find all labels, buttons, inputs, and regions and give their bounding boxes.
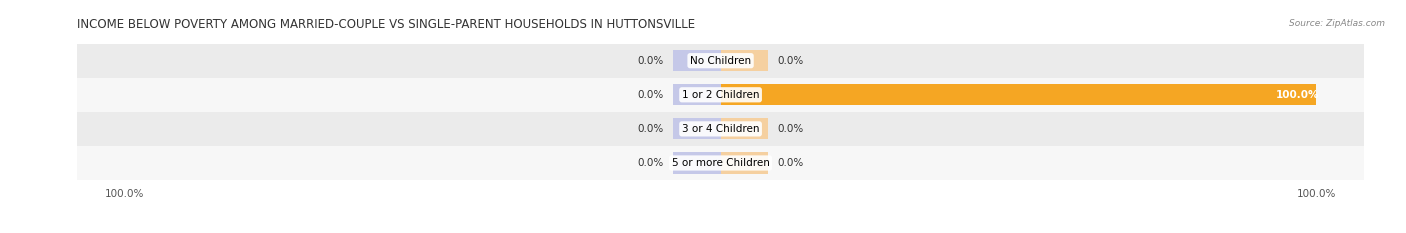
Bar [77,146,1364,180]
Bar [77,78,1364,112]
Text: 1 or 2 Children: 1 or 2 Children [682,90,759,100]
Text: No Children: No Children [690,56,751,66]
Text: 100.0%: 100.0% [1275,90,1319,100]
Bar [721,84,1316,105]
Bar [673,50,721,71]
Text: 0.0%: 0.0% [638,158,664,168]
Bar [721,118,768,140]
Bar [77,44,1364,78]
Bar [721,152,768,174]
Text: 0.0%: 0.0% [638,124,664,134]
Text: 5 or more Children: 5 or more Children [672,158,769,168]
Text: 0.0%: 0.0% [778,56,803,66]
Text: INCOME BELOW POVERTY AMONG MARRIED-COUPLE VS SINGLE-PARENT HOUSEHOLDS IN HUTTONS: INCOME BELOW POVERTY AMONG MARRIED-COUPL… [77,18,696,31]
Bar [721,50,768,71]
Bar [673,152,721,174]
Text: 0.0%: 0.0% [778,158,803,168]
Text: 0.0%: 0.0% [778,124,803,134]
Bar [77,112,1364,146]
Text: 0.0%: 0.0% [638,56,664,66]
Text: Source: ZipAtlas.com: Source: ZipAtlas.com [1289,19,1385,28]
Text: 3 or 4 Children: 3 or 4 Children [682,124,759,134]
Legend: Married Couples, Single Parents: Married Couples, Single Parents [602,230,839,233]
Bar [673,118,721,140]
Bar [673,84,721,105]
Text: 0.0%: 0.0% [638,90,664,100]
